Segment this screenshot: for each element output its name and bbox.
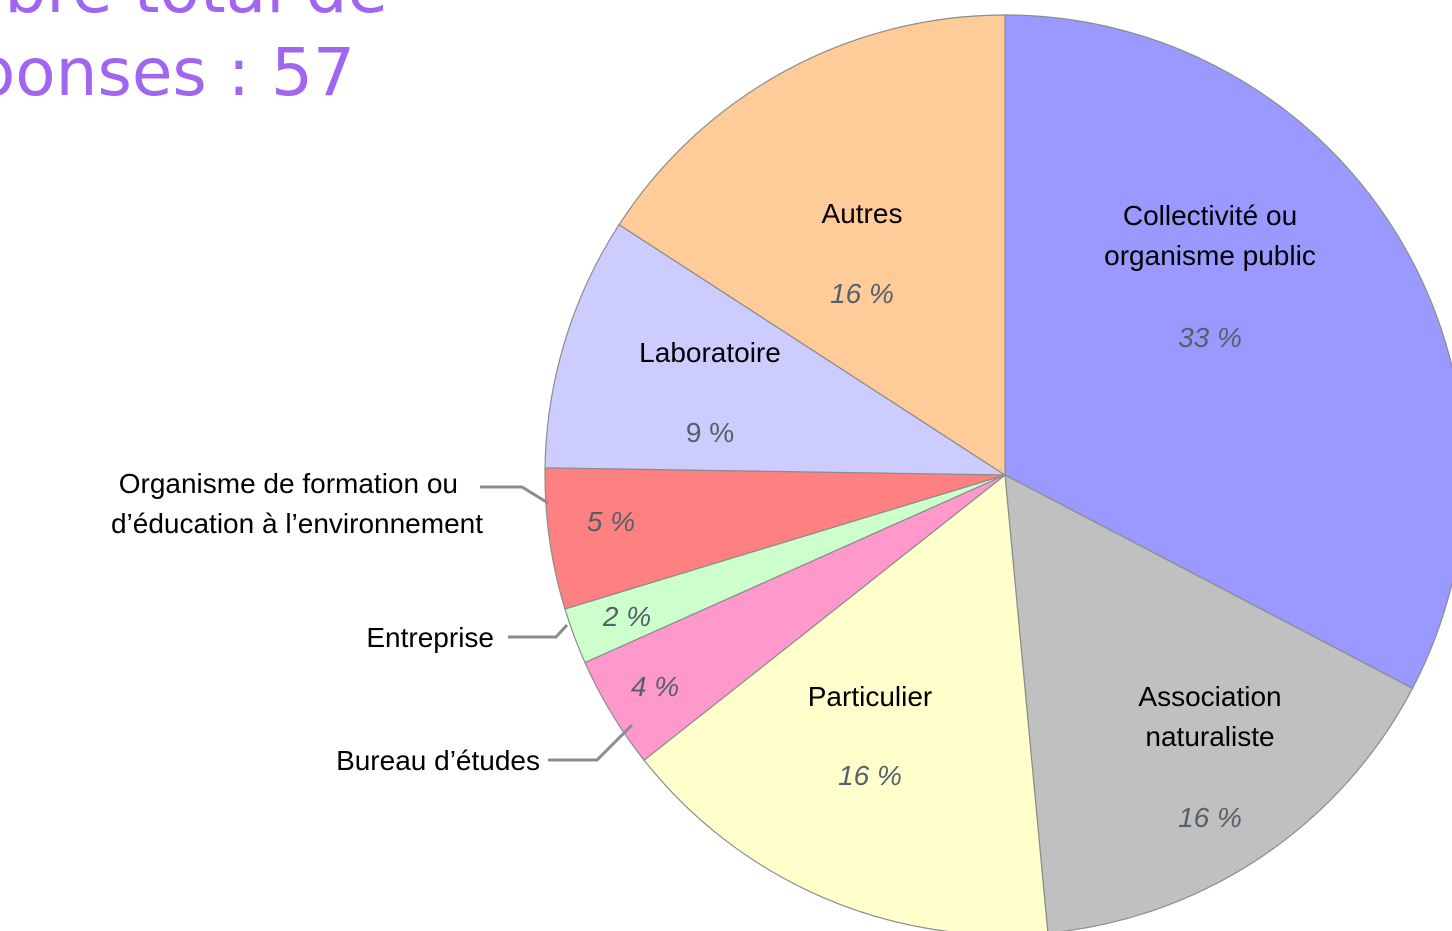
- value-label: 16 %: [1178, 802, 1242, 833]
- value-label: 5 %: [587, 506, 635, 537]
- category-label: Organisme de formation ou d’éducation à l…: [111, 468, 483, 539]
- category-label: Particulier: [808, 681, 932, 712]
- value-label: 2 %: [602, 601, 651, 632]
- value-label: 33 %: [1178, 322, 1242, 353]
- pie-slice: [1004, 14, 1452, 690]
- value-label: 16 %: [838, 760, 902, 791]
- category-label: Bureau d’études: [336, 745, 540, 776]
- pie: [544, 14, 1452, 931]
- pie-slice: [618, 14, 1006, 477]
- pie-slice: [1004, 473, 1414, 931]
- pie-slice: [643, 473, 1049, 931]
- value-label: 9 %: [686, 417, 734, 448]
- category-label: Laboratoire: [639, 337, 781, 368]
- pie-slice: [544, 467, 1006, 610]
- pie-slice: [544, 223, 1008, 476]
- category-label: Collectivité ou organisme public: [1104, 200, 1316, 271]
- value-label: 16 %: [830, 278, 894, 309]
- category-label: Autres: [822, 198, 903, 229]
- value-label: 4 %: [631, 671, 679, 702]
- category-label: Association naturaliste: [1138, 681, 1281, 752]
- leader-line: [480, 485, 549, 505]
- category-label: Entreprise: [366, 622, 494, 653]
- chart-title: Nombre total deréponses : 57: [0, 0, 388, 111]
- leader-line: [548, 723, 634, 762]
- leader-line: [508, 623, 569, 639]
